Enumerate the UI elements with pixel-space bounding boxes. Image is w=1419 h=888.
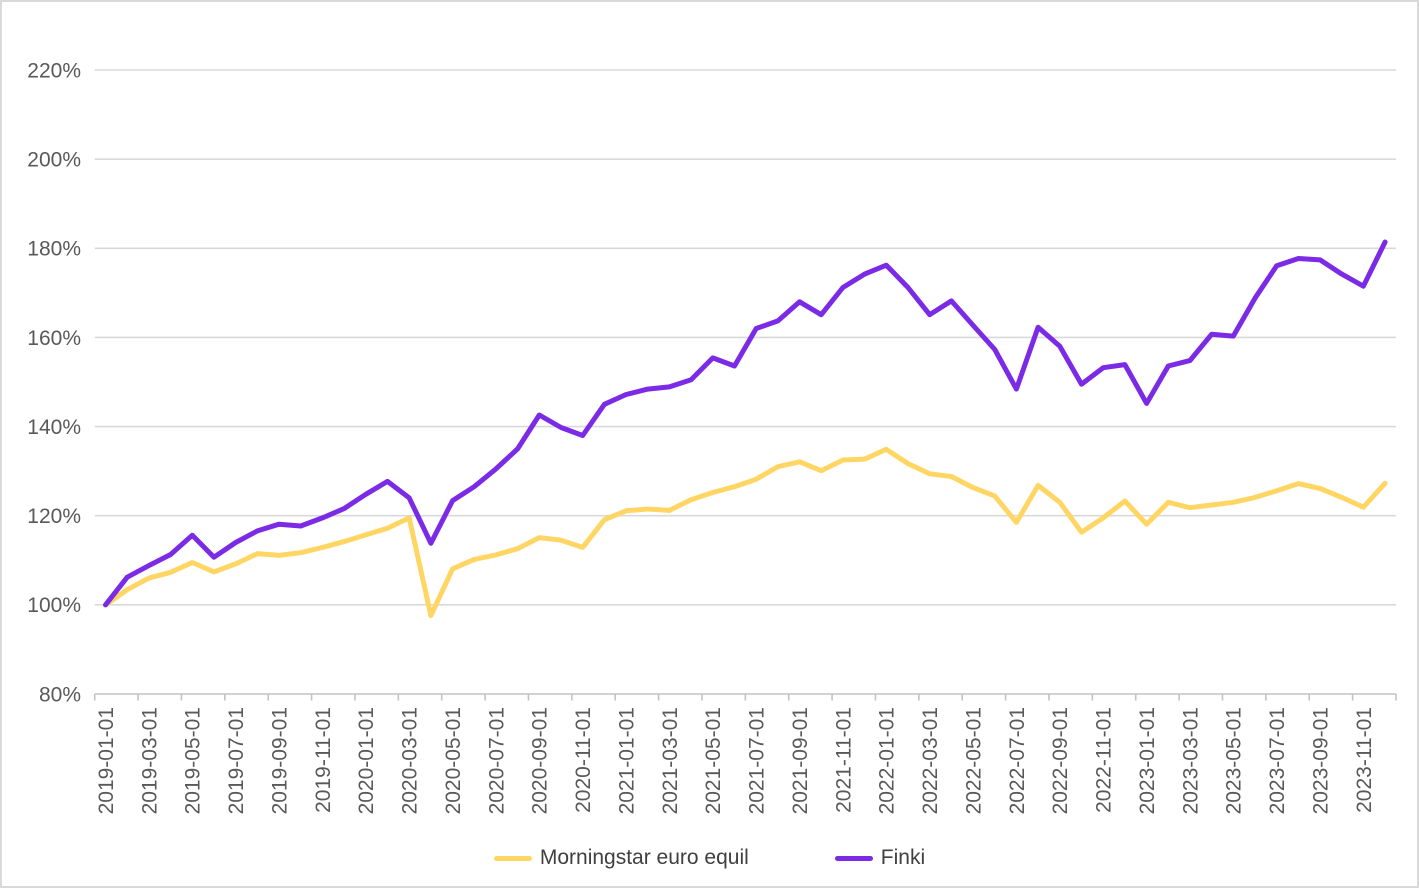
x-axis-label: 2021-07-01 (746, 707, 769, 814)
x-axis-label: 2019-07-01 (225, 707, 248, 814)
x-axis-label: 2019-09-01 (268, 707, 291, 814)
x-axis-label: 2019-03-01 (138, 707, 161, 814)
x-axis-label: 2020-11-01 (572, 707, 595, 813)
x-axis-label: 2021-09-01 (789, 707, 812, 814)
x-axis-label: 2020-09-01 (529, 707, 552, 814)
chart-legend: Morningstar euro equil Finki (2, 846, 1417, 870)
legend-swatch-morningstar-icon (493, 855, 532, 861)
y-axis-label: 80% (39, 683, 81, 706)
x-axis-label: 2023-07-01 (1266, 707, 1289, 814)
legend-swatch-finki-icon (834, 855, 873, 861)
x-axis-label: 2022-01-01 (876, 707, 899, 814)
legend-item-morningstar[interactable]: Morningstar euro equil (493, 846, 749, 870)
legend-item-finki[interactable]: Finki (834, 846, 926, 870)
x-axis-label: 2022-05-01 (962, 707, 985, 814)
y-axis-label: 180% (27, 238, 81, 261)
y-axis-label: 140% (27, 416, 81, 439)
y-axis-label: 160% (27, 327, 81, 350)
x-axis-label: 2022-07-01 (1006, 707, 1029, 814)
x-axis-label: 2023-05-01 (1223, 707, 1246, 814)
x-axis-label: 2020-07-01 (485, 707, 508, 814)
x-axis-label: 2022-11-01 (1093, 707, 1116, 813)
x-axis-label: 2022-09-01 (1049, 707, 1072, 814)
x-axis-label: 2022-03-01 (919, 707, 942, 814)
x-axis-label: 2020-03-01 (399, 707, 422, 814)
x-axis-label: 2019-05-01 (182, 707, 205, 814)
x-axis-label: 2021-01-01 (615, 707, 638, 814)
y-axis-label: 220% (27, 59, 81, 82)
legend-label-finki: Finki (880, 846, 926, 869)
series-line-morningstar-euro-equil (103, 446, 1388, 619)
x-axis-label: 2021-03-01 (659, 707, 682, 814)
x-axis-label: 2020-05-01 (442, 707, 465, 814)
x-axis-label: 2023-11-01 (1353, 707, 1376, 813)
x-axis-label: 2019-01-01 (95, 707, 118, 814)
x-axis-label: 2021-05-01 (702, 707, 725, 814)
x-axis-label: 2020-01-01 (355, 707, 378, 814)
y-axis-label: 120% (27, 505, 81, 528)
x-axis-label: 2023-03-01 (1179, 707, 1202, 814)
y-axis-label: 200% (27, 148, 81, 171)
legend-label-morningstar: Morningstar euro equil (539, 846, 749, 869)
y-axis-label: 100% (27, 594, 81, 617)
x-axis-label: 2023-09-01 (1309, 707, 1332, 814)
x-axis-label: 2023-01-01 (1136, 707, 1159, 814)
x-axis-label: 2021-11-01 (832, 707, 855, 813)
x-axis-label: 2019-11-01 (312, 707, 335, 813)
series-line-finki (103, 239, 1388, 608)
